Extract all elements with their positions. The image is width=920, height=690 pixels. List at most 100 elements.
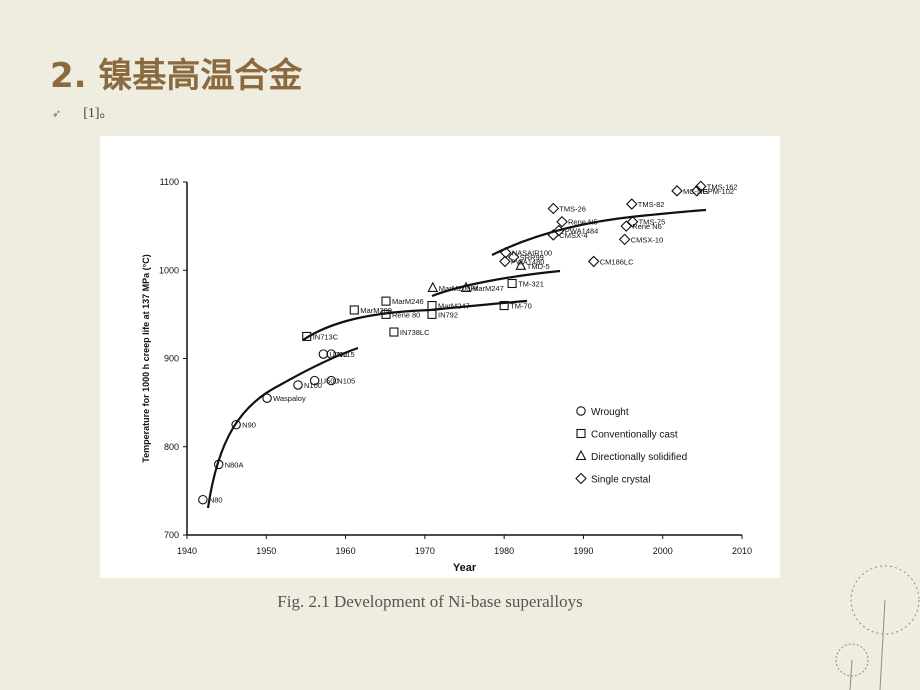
bullet-icon: ➶ xyxy=(52,108,62,120)
data-point xyxy=(198,494,208,505)
point-label: N80A xyxy=(225,460,244,469)
point-label: TMS-82 xyxy=(638,200,665,209)
point-label: CMSX-4 xyxy=(559,231,587,240)
point-label: TMD-5 xyxy=(527,262,550,271)
y-tick-label: 900 xyxy=(164,354,179,364)
point-label: MarM246 xyxy=(392,297,424,306)
x-tick-label: 1980 xyxy=(494,546,514,556)
point-label: IN713C xyxy=(313,332,339,341)
point-label: TMS-162 xyxy=(707,182,738,191)
slide-title: 2. 镍基高温合金 xyxy=(50,56,303,96)
data-point xyxy=(671,185,683,197)
figure-caption: Fig. 2.1 Development of Ni-base superall… xyxy=(277,592,583,611)
y-tick-label: 700 xyxy=(164,530,179,540)
decoration xyxy=(835,565,920,690)
point-label: MarM247 xyxy=(472,284,504,293)
x-tick-label: 1960 xyxy=(336,546,356,556)
point-label: Rene 80 xyxy=(392,310,420,319)
dandelion-stem xyxy=(849,659,853,690)
data-point xyxy=(691,185,703,197)
data-point xyxy=(381,296,391,306)
point-label: PWA1480 xyxy=(511,257,544,266)
data-point xyxy=(427,281,439,292)
data-point xyxy=(349,305,359,315)
data-point xyxy=(262,393,272,403)
y-axis-label: Temperature for 1000 h creep life at 137… xyxy=(141,254,151,463)
dandelion xyxy=(850,565,920,635)
data-point xyxy=(507,251,520,263)
x-tick-label: 1950 xyxy=(256,546,276,556)
point-label: SRR99 xyxy=(520,253,544,262)
legend-label: Single crystal xyxy=(591,475,650,486)
point-label: N100 xyxy=(304,381,322,390)
data-point xyxy=(460,281,472,292)
bullet-text: [1]。 xyxy=(83,106,114,121)
data-point xyxy=(499,255,511,268)
data-point xyxy=(389,327,399,337)
dandelion-stem xyxy=(879,599,886,690)
x-tick-label: 1990 xyxy=(573,546,593,556)
data-point xyxy=(547,202,560,215)
data-point xyxy=(231,419,241,430)
point-label: N90 xyxy=(242,421,256,430)
data-point xyxy=(553,224,565,237)
point-label: IN738LC xyxy=(400,328,430,337)
data-point xyxy=(302,331,312,341)
legend-label: Wrought xyxy=(591,407,629,418)
x-tick-label: 1940 xyxy=(177,546,197,556)
chart-panel xyxy=(100,136,780,578)
legend-label: Conventionally cast xyxy=(591,430,678,441)
data-point xyxy=(326,375,337,386)
legend-label: Directionally solidified xyxy=(591,452,687,463)
x-tick-label: 2010 xyxy=(732,546,752,556)
point-label: IN792 xyxy=(438,310,458,319)
data-point xyxy=(618,233,631,246)
data-point xyxy=(626,198,638,210)
data-point xyxy=(507,278,517,289)
trend-curve xyxy=(431,269,561,298)
x-tick-label: 1970 xyxy=(415,546,435,556)
point-label: U700 xyxy=(329,350,347,359)
dandelion xyxy=(835,643,869,677)
point-label: MarM200Hf xyxy=(439,284,479,293)
point-label: MC-NG xyxy=(683,187,709,196)
point-label: N80 xyxy=(209,496,223,505)
point-label: Rene N5 xyxy=(568,218,598,227)
point-label: CM186LC xyxy=(600,257,634,266)
point-label: CMSX-10 xyxy=(631,235,664,244)
point-label: TMS-26 xyxy=(559,204,586,213)
point-label: MarM247 xyxy=(438,302,470,311)
legend-symbol xyxy=(575,449,587,461)
point-label: NASAIR100 xyxy=(512,249,552,258)
point-label: Rene N6 xyxy=(632,222,662,231)
point-label: PWA1484 xyxy=(565,227,599,236)
data-point xyxy=(499,246,512,259)
point-label: TM-321 xyxy=(518,279,544,288)
data-point xyxy=(499,300,509,311)
data-point xyxy=(326,349,337,359)
data-point xyxy=(626,215,639,228)
legend-symbol xyxy=(576,406,586,416)
data-point xyxy=(293,380,303,390)
data-point xyxy=(427,300,437,311)
data-point xyxy=(309,375,320,386)
point-label: MarM200 xyxy=(360,306,392,315)
point-label: U500 xyxy=(321,377,339,386)
point-label: Waspaloy xyxy=(273,394,306,403)
legend-symbol xyxy=(575,472,587,485)
data-point xyxy=(587,255,600,268)
data-point xyxy=(556,215,568,228)
legend-symbol xyxy=(576,428,586,439)
bullet: ➶ [1]。 xyxy=(52,102,114,122)
point-label: TM-70 xyxy=(510,302,532,311)
data-point xyxy=(427,309,437,319)
point-label: TMS-75 xyxy=(639,218,666,227)
point-label: N105 xyxy=(337,377,355,386)
data-point xyxy=(213,459,224,470)
data-point xyxy=(515,259,527,270)
point-label: N115 xyxy=(337,350,354,359)
point-label: EPM-102 xyxy=(703,187,734,196)
trend-curve xyxy=(491,208,707,256)
